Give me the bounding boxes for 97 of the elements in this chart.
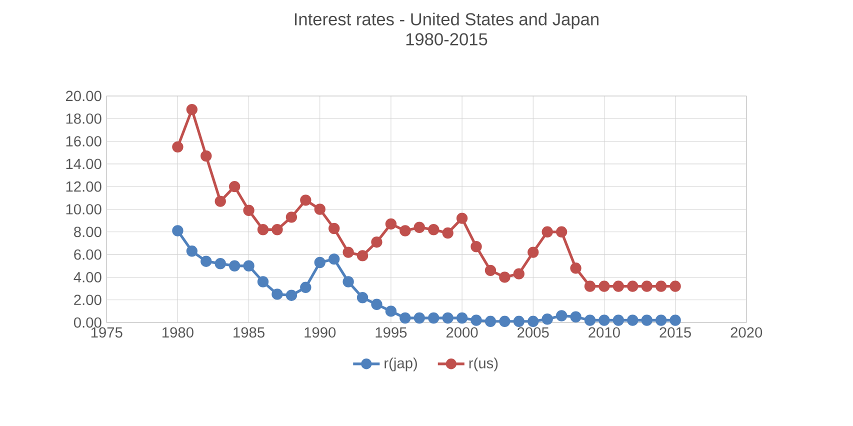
point (371, 298, 382, 310)
point (528, 316, 539, 327)
x-tick-label: 2015 (660, 327, 691, 338)
y-tick-label: 6.00 (74, 249, 102, 260)
point (314, 203, 326, 215)
point (627, 280, 638, 292)
point (243, 204, 254, 216)
chart-title: Interest rates - United States and Japan (294, 12, 598, 29)
point (328, 222, 340, 234)
point (172, 224, 184, 236)
point (513, 316, 525, 327)
point (272, 288, 283, 300)
point (200, 256, 212, 267)
point (428, 312, 440, 324)
point (499, 271, 510, 283)
point (385, 305, 397, 317)
point (214, 195, 226, 207)
point (172, 141, 184, 152)
point (342, 276, 354, 288)
chart-subtitle: 1980-2015 (406, 32, 488, 46)
point (328, 253, 340, 264)
point (670, 314, 681, 326)
point (456, 212, 468, 224)
point (186, 245, 198, 257)
point (442, 312, 454, 324)
point (556, 310, 568, 322)
point (371, 236, 382, 248)
point (314, 256, 326, 268)
x-tick-label: 1980 (162, 327, 194, 338)
x-tick-label: 1985 (234, 327, 264, 338)
x-tick-label: 1975 (91, 327, 122, 338)
point (228, 260, 240, 272)
x-tick-label: 1995 (376, 327, 407, 338)
y-tick-label: 2.00 (74, 294, 102, 305)
point (655, 280, 667, 292)
x-tick-label: 2005 (518, 327, 549, 338)
point (670, 280, 681, 292)
y-tick-label: 16.00 (66, 136, 102, 146)
point (470, 314, 482, 326)
y-tick-label: 20.00 (66, 90, 102, 101)
point (570, 262, 582, 274)
point (342, 246, 354, 258)
point (356, 292, 368, 303)
point (570, 311, 582, 322)
legend-label: r(us) (469, 357, 498, 371)
y-tick-label: 4.00 (74, 272, 102, 282)
point (456, 312, 468, 324)
y-tick-label: 12.00 (66, 181, 102, 192)
y-tick-label: 0.00 (74, 317, 102, 328)
point (272, 224, 283, 235)
point (470, 240, 482, 252)
point (584, 280, 596, 292)
point (484, 316, 496, 327)
point (400, 312, 411, 324)
point (655, 314, 667, 326)
x-tick-label: 2020 (730, 327, 762, 338)
point (641, 314, 652, 326)
point (300, 194, 312, 206)
point (542, 313, 553, 324)
y-tick-label: 8.00 (74, 226, 102, 237)
point (528, 246, 539, 258)
point (442, 227, 454, 238)
point (286, 211, 298, 223)
point (484, 264, 496, 276)
point (598, 280, 610, 292)
point (584, 314, 596, 326)
point (200, 150, 212, 162)
point (414, 312, 425, 324)
y-tick-label: 14.00 (66, 158, 102, 169)
point (186, 104, 198, 115)
point (641, 280, 652, 292)
point (556, 226, 568, 238)
point (542, 226, 553, 238)
y-tick-label: 10.00 (66, 204, 102, 214)
point (400, 224, 411, 236)
point (598, 314, 610, 326)
x-tick-label: 2000 (446, 327, 478, 338)
point (513, 268, 525, 280)
point (214, 258, 226, 269)
legend-label: r(jap) (384, 357, 417, 371)
point (356, 250, 368, 262)
point (612, 314, 624, 326)
point (286, 290, 298, 301)
point (385, 218, 397, 230)
point (414, 222, 425, 233)
point (499, 316, 510, 327)
point (300, 282, 312, 293)
point (428, 224, 440, 235)
point (627, 314, 638, 326)
point (228, 180, 240, 192)
x-tick-label: 1990 (304, 327, 336, 338)
point (257, 276, 269, 288)
x-tick-label: 2010 (588, 327, 620, 338)
point (243, 260, 254, 272)
y-tick-label: 18.00 (66, 113, 102, 124)
point (257, 224, 269, 235)
point (612, 280, 624, 292)
